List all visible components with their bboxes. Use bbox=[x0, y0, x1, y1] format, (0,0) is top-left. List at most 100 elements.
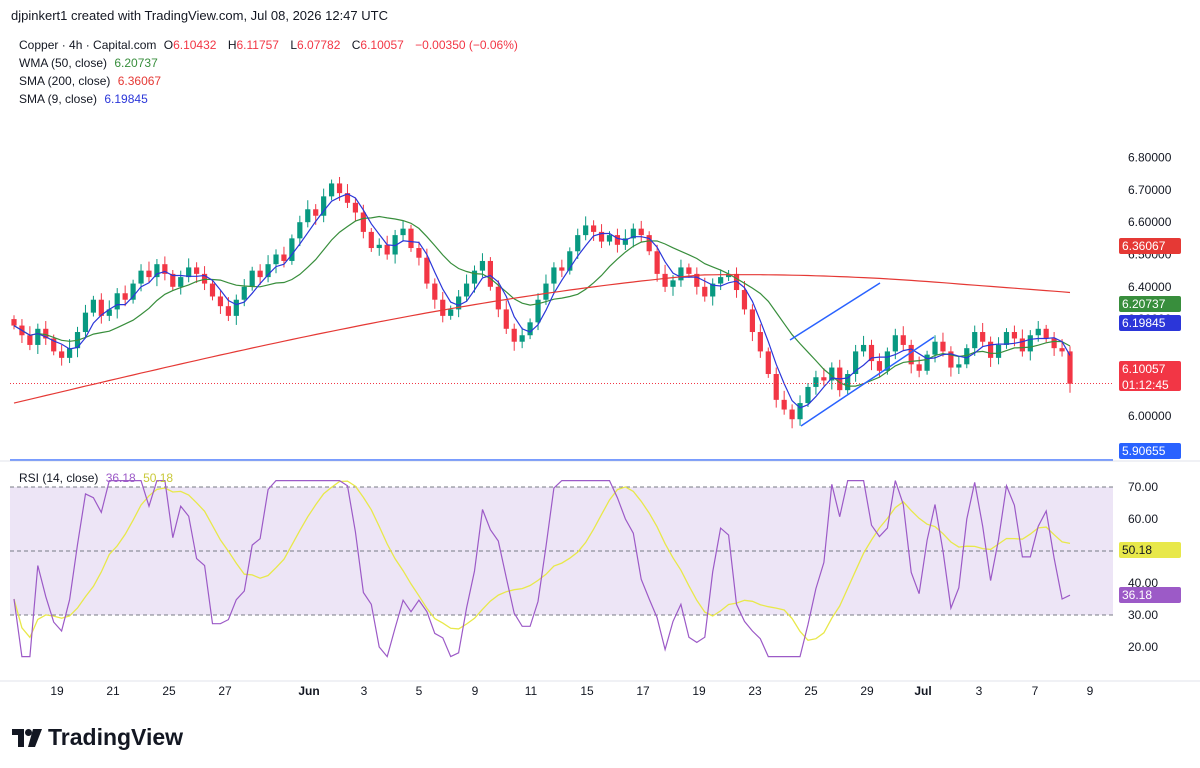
sma-200-line bbox=[13, 274, 1071, 404]
candle-body bbox=[678, 267, 684, 281]
candle-body bbox=[456, 296, 462, 310]
candle-body bbox=[892, 335, 898, 352]
candle-body bbox=[598, 231, 605, 242]
candle-body bbox=[416, 248, 422, 258]
rsi-line bbox=[13, 480, 1071, 658]
candle-body bbox=[964, 348, 970, 365]
candle-body bbox=[749, 309, 756, 333]
candle-body bbox=[980, 332, 986, 342]
time-axis: 19 21 25 27 Jun 3 5 9 11 15 17 19 23 25 29 Jul 3 7 9 bbox=[0, 680, 1200, 698]
sma200-value: 6.36067 bbox=[117, 74, 162, 88]
time-tick-label: 17 bbox=[636, 684, 650, 698]
candle-body bbox=[710, 283, 716, 297]
candle-body bbox=[511, 328, 517, 342]
candle-body bbox=[527, 322, 533, 336]
candle-body bbox=[916, 364, 922, 371]
candle-body bbox=[1027, 335, 1033, 352]
candle-body bbox=[583, 225, 589, 236]
sma9-label: SMA (9, close) bbox=[19, 92, 98, 106]
price-panel bbox=[10, 176, 1113, 461]
trendline-upper bbox=[789, 282, 881, 341]
candle-body bbox=[654, 251, 660, 274]
candle-body bbox=[51, 338, 57, 352]
candle-body bbox=[900, 335, 906, 345]
candle-body bbox=[972, 332, 978, 349]
candle-body bbox=[773, 374, 779, 400]
ohlc-open: O6.10432 bbox=[163, 38, 217, 52]
sma200-legend[interactable]: SMA (200, close) 6.36067 bbox=[19, 74, 165, 88]
trendline-lower bbox=[800, 336, 935, 427]
sma9-value: 6.19845 bbox=[104, 92, 148, 106]
candle-body bbox=[948, 351, 954, 368]
candle-body bbox=[98, 299, 104, 316]
candle-body bbox=[1043, 328, 1049, 339]
candle-body bbox=[670, 280, 676, 287]
time-tick-label: Jun bbox=[298, 684, 319, 698]
candle-body bbox=[146, 270, 152, 278]
sma9-legend[interactable]: SMA (9, close) 6.19845 bbox=[19, 92, 152, 106]
candle-body bbox=[368, 231, 374, 249]
ohlc-high: H6.11757 bbox=[227, 38, 279, 52]
candle-body bbox=[209, 283, 216, 297]
candle-body bbox=[432, 283, 438, 300]
candle-body bbox=[321, 196, 327, 216]
sma200-label: SMA (200, close) bbox=[19, 74, 111, 88]
candle-body bbox=[241, 286, 247, 300]
candle-body bbox=[66, 348, 73, 358]
candle-body bbox=[995, 344, 1002, 358]
time-tick-label: 21 bbox=[106, 684, 120, 698]
candle-body bbox=[408, 228, 414, 249]
candle-body bbox=[630, 228, 636, 239]
candle-body bbox=[59, 351, 65, 358]
time-tick-label: 9 bbox=[472, 684, 479, 698]
rsi-legend[interactable]: RSI (14, close) 36.18 50.18 bbox=[19, 471, 177, 485]
time-tick-label: 7 bbox=[1032, 684, 1039, 698]
rsi-band bbox=[10, 487, 1113, 615]
tradingview-logo[interactable]: TradingView bbox=[12, 724, 183, 751]
sma-9-line bbox=[13, 193, 1071, 409]
candle-body bbox=[702, 286, 708, 297]
candle-body bbox=[106, 309, 112, 316]
last-price-value: 6.10057 bbox=[1122, 362, 1166, 376]
candle-body bbox=[463, 283, 470, 297]
candle-body bbox=[336, 183, 343, 194]
candle-body bbox=[1019, 338, 1025, 352]
candle-body bbox=[845, 374, 851, 391]
rsi-tick-label: 30.00 bbox=[1128, 608, 1158, 622]
candle-body bbox=[932, 341, 938, 355]
candle-body bbox=[662, 273, 668, 287]
wma-50-line bbox=[13, 215, 1071, 387]
candle-body bbox=[718, 277, 724, 284]
wma-legend[interactable]: WMA (50, close) 6.20737 bbox=[19, 56, 162, 70]
candle-body bbox=[162, 264, 168, 274]
time-tick-label: 19 bbox=[50, 684, 64, 698]
candle-body bbox=[82, 312, 89, 333]
time-tick-label: 3 bbox=[361, 684, 368, 698]
candle-body bbox=[829, 367, 835, 381]
candle-body bbox=[392, 235, 398, 255]
sma200-price-tag: 6.36067 bbox=[1119, 238, 1181, 254]
symbol-name: Copper · 4h · Capital.com bbox=[19, 38, 157, 52]
candle-body bbox=[376, 244, 382, 249]
time-tick-label: Jul bbox=[914, 684, 931, 698]
candle-body bbox=[178, 277, 184, 287]
candle-body bbox=[217, 296, 224, 307]
candle-body bbox=[860, 344, 867, 352]
candle-body bbox=[956, 364, 962, 368]
candle-body bbox=[821, 377, 827, 381]
candle-body bbox=[646, 235, 652, 252]
rsi-label: RSI (14, close) bbox=[19, 471, 99, 485]
candle-body bbox=[471, 270, 478, 284]
ohlc-close: C6.10057 bbox=[351, 38, 404, 52]
candle-body bbox=[305, 209, 311, 223]
rsi-tick-label: 70.00 bbox=[1128, 480, 1158, 494]
candle-body bbox=[781, 399, 787, 410]
candle-body bbox=[400, 228, 406, 236]
candle-body bbox=[257, 270, 263, 278]
rsi-tick-label: 60.00 bbox=[1128, 512, 1158, 526]
symbol-legend[interactable]: Copper · 4h · Capital.com O6.10432 H6.11… bbox=[19, 38, 522, 52]
candle-body bbox=[114, 293, 120, 310]
rsi-ma-value: 50.18 bbox=[143, 471, 174, 485]
